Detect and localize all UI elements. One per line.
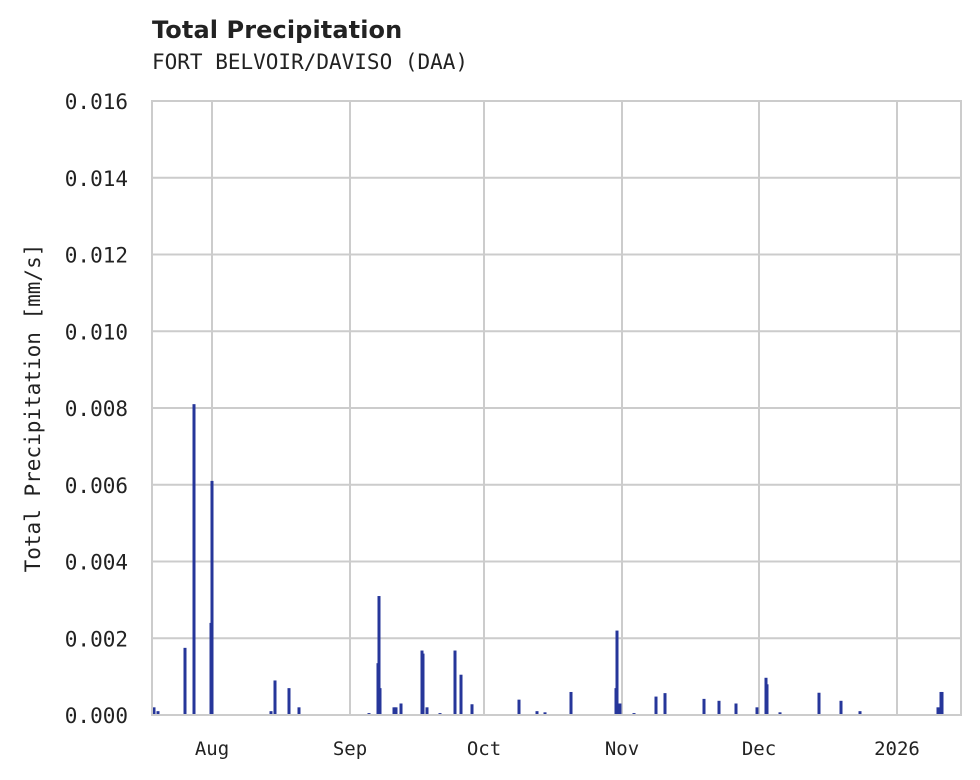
precipitation-bar (778, 712, 782, 715)
precipitation-bar (378, 688, 382, 715)
precipitation-bar (269, 711, 273, 715)
precipitation-bar (618, 703, 622, 715)
plot-frame (151, 100, 962, 716)
precipitation-bar (392, 707, 396, 715)
precipitation-bar (453, 650, 457, 715)
x-tick-label: Nov (605, 738, 639, 760)
precipitation-bar (287, 688, 291, 715)
precipitation-bars (152, 404, 944, 715)
precipitation-bar (273, 680, 277, 715)
precipitation-bar (755, 707, 759, 715)
precipitation-bar (210, 480, 214, 715)
y-tick-label: 0.008 (65, 397, 128, 421)
precipitation-bar (425, 707, 429, 715)
y-tick-label: 0.012 (65, 244, 128, 268)
precipitation-bar (940, 691, 944, 715)
precipitation-bar (839, 700, 843, 715)
chart-subtitle: FORT BELVOIR/DAVISO (DAA) (152, 50, 469, 74)
precipitation-bar (734, 703, 738, 715)
x-tick-label: Sep (333, 738, 367, 760)
precipitation-bar (936, 707, 940, 715)
precipitation-bar (156, 711, 160, 715)
grid-lines (152, 100, 961, 716)
precipitation-bar (421, 653, 425, 715)
chart-title: Total Precipitation (152, 16, 403, 44)
precipitation-bar (663, 693, 667, 715)
y-tick-label: 0.002 (65, 627, 128, 651)
precipitation-bar (654, 696, 658, 715)
precipitation-bar (702, 698, 706, 715)
x-tick-label: Oct (467, 738, 501, 760)
precipitation-bar (183, 647, 187, 715)
precipitation-bar (470, 704, 474, 715)
precipitation-bar (517, 699, 521, 715)
y-tick-label: 0.000 (65, 704, 128, 728)
precipitation-bar (543, 712, 547, 715)
precipitation-bar (717, 700, 721, 715)
precipitation-bar (858, 711, 862, 715)
precipitation-bar (817, 692, 821, 715)
precipitation-bar (615, 630, 619, 715)
x-tick-label: Aug (195, 738, 229, 760)
y-tick-label: 0.010 (65, 320, 128, 344)
y-tick-label: 0.006 (65, 474, 128, 498)
x-tick-label: 2026 (874, 738, 920, 760)
precipitation-bar (394, 707, 398, 715)
precipitation-bar (297, 707, 301, 715)
precipitation-bar (459, 674, 463, 715)
precipitation-bar (192, 404, 196, 715)
precipitation-bar (152, 707, 156, 715)
y-tick-label: 0.004 (65, 551, 128, 575)
precipitation-bar (569, 691, 573, 715)
y-tick-label: 0.014 (65, 167, 128, 191)
precipitation-bar (765, 684, 769, 715)
precipitation-bar (377, 596, 381, 715)
precipitation-bar (535, 711, 539, 715)
y-axis-ticks: 0.000 0.002 0.004 0.006 0.008 0.010 0.012 0.014… (65, 90, 128, 728)
x-tick-label: Dec (742, 738, 776, 760)
x-axis-ticks: Aug Sep Oct Nov Dec 2026 (195, 738, 920, 760)
precipitation-bar (399, 703, 403, 715)
y-tick-label: 0.016 (65, 90, 128, 114)
